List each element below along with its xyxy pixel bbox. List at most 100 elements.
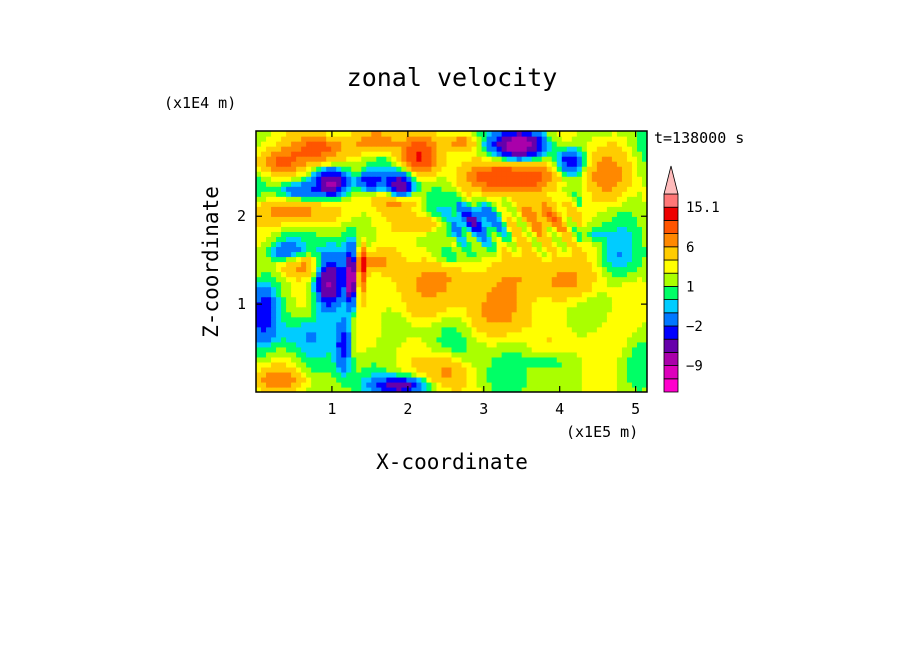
heatmap-cell — [366, 306, 372, 313]
heatmap-cell — [391, 386, 397, 392]
heatmap-cell — [641, 181, 647, 187]
heatmap-cell — [621, 201, 628, 207]
heatmap-cell — [526, 231, 533, 238]
heatmap-cell — [321, 216, 327, 222]
heatmap-cell — [326, 191, 332, 197]
heatmap-cell — [431, 231, 438, 238]
heatmap-cell — [356, 131, 362, 137]
heatmap-cell — [446, 271, 453, 278]
heatmap-cell — [621, 211, 628, 217]
heatmap-cell — [371, 286, 377, 293]
heatmap-cell — [636, 341, 643, 348]
heatmap-cell — [306, 256, 312, 263]
heatmap-cell — [541, 376, 548, 383]
heatmap-cell — [581, 271, 588, 278]
heatmap-cell — [281, 186, 287, 192]
heatmap-cell — [551, 131, 558, 137]
heatmap-cell — [516, 146, 523, 152]
heatmap-cell — [411, 246, 418, 253]
heatmap-cell — [261, 266, 267, 273]
heatmap-cell — [286, 131, 292, 137]
heatmap-cell — [481, 286, 488, 293]
heatmap-cell — [431, 141, 438, 147]
heatmap-cell — [371, 301, 377, 308]
heatmap-cell — [456, 166, 463, 172]
heatmap-cell — [376, 236, 382, 243]
heatmap-cell — [546, 156, 553, 162]
heatmap-cell — [341, 326, 347, 333]
heatmap-cell — [621, 321, 628, 328]
heatmap-cell — [566, 311, 573, 318]
heatmap-cell — [451, 241, 458, 248]
heatmap-cell — [286, 281, 292, 288]
heatmap-cell — [421, 216, 428, 222]
heatmap-cell — [551, 231, 558, 238]
heatmap-cell — [461, 276, 468, 283]
heatmap-cell — [416, 366, 423, 373]
heatmap-cell — [401, 231, 407, 238]
heatmap-cell — [511, 261, 518, 268]
heatmap-cell — [546, 371, 553, 378]
heatmap-cell — [436, 206, 443, 212]
heatmap-cell — [396, 196, 402, 202]
heatmap-cell — [306, 211, 312, 217]
heatmap-cell — [306, 281, 312, 288]
heatmap-cell — [441, 186, 448, 192]
heatmap-cell — [551, 381, 558, 388]
heatmap-cell — [451, 351, 458, 358]
heatmap-cell — [306, 336, 312, 343]
heatmap-cell — [566, 296, 573, 303]
heatmap-cell — [296, 271, 302, 278]
heatmap-cell — [626, 331, 633, 338]
heatmap-cell — [351, 256, 357, 263]
heatmap-cell — [371, 141, 377, 147]
heatmap-cell — [456, 296, 463, 303]
heatmap-cell — [341, 246, 347, 253]
heatmap-cell — [526, 136, 533, 142]
heatmap-cell — [336, 141, 342, 147]
colorbar-segment — [663, 365, 679, 380]
heatmap-cell — [361, 356, 367, 363]
heatmap-cell — [351, 226, 357, 232]
heatmap-cell — [376, 296, 382, 303]
heatmap-cell — [321, 246, 327, 253]
heatmap-cell — [341, 251, 347, 258]
heatmap-cell — [586, 186, 593, 192]
heatmap-cell — [531, 226, 538, 232]
heatmap-cell — [496, 336, 503, 343]
heatmap-cell — [416, 161, 423, 167]
heatmap-cell — [461, 196, 468, 202]
heatmap-cell — [531, 221, 538, 227]
heatmap-cell — [576, 281, 583, 288]
heatmap-cell — [586, 166, 593, 172]
heatmap-cell — [546, 241, 553, 248]
heatmap-cell — [496, 351, 503, 358]
heatmap-cell — [521, 276, 528, 283]
heatmap-cell — [426, 176, 433, 182]
heatmap-cell — [256, 186, 262, 192]
heatmap-cell — [486, 226, 493, 232]
heatmap-cell — [521, 251, 528, 258]
heatmap-cell — [431, 156, 438, 162]
heatmap-cell — [416, 386, 423, 392]
heatmap-cell — [411, 341, 418, 348]
heatmap-cell — [556, 176, 563, 182]
heatmap-cell — [331, 141, 337, 147]
heatmap-cell — [266, 211, 272, 217]
heatmap-cell — [266, 221, 272, 227]
heatmap-cell — [346, 241, 352, 248]
heatmap-cell — [486, 381, 493, 388]
heatmap-cell — [606, 166, 613, 172]
heatmap-cell — [476, 151, 483, 157]
heatmap-cell — [396, 281, 402, 288]
heatmap-cell — [536, 261, 543, 268]
heatmap-cell — [276, 131, 282, 137]
heatmap-cell — [346, 256, 352, 263]
heatmap-cell — [611, 166, 618, 172]
heatmap-cell — [481, 281, 488, 288]
heatmap-cell — [631, 301, 638, 308]
heatmap-cell — [401, 221, 407, 227]
heatmap-cell — [256, 211, 262, 217]
heatmap-cell — [296, 256, 302, 263]
heatmap-cell — [601, 376, 608, 383]
